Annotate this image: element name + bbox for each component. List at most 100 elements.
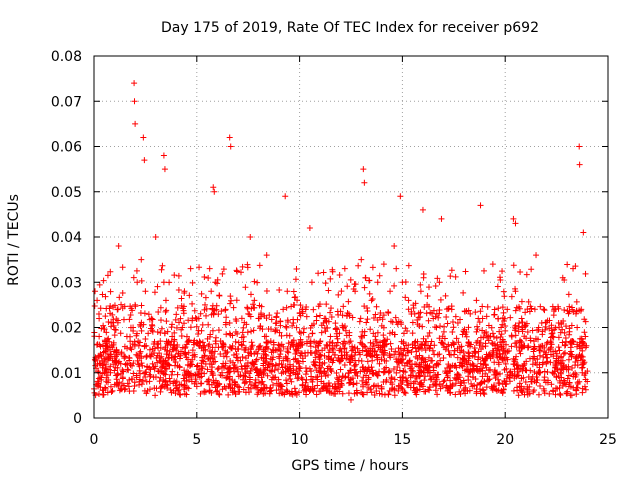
y-tick-label: 0.07	[51, 94, 82, 110]
data-point	[96, 360, 103, 367]
data-point	[464, 361, 471, 368]
data-point	[138, 381, 145, 388]
data-point	[240, 376, 247, 383]
data-point	[403, 342, 410, 349]
data-point	[142, 288, 149, 295]
data-point	[500, 288, 507, 295]
data-point	[248, 328, 255, 335]
data-point	[425, 317, 432, 324]
data-point	[455, 339, 462, 346]
data-point	[391, 351, 398, 358]
data-point	[285, 349, 292, 356]
data-point	[94, 378, 101, 385]
data-point	[576, 143, 583, 150]
data-point	[335, 311, 342, 318]
data-point	[559, 357, 566, 364]
data-point	[278, 361, 285, 368]
data-point	[505, 347, 512, 354]
data-point	[533, 252, 540, 259]
data-point	[383, 377, 390, 384]
data-point	[225, 391, 232, 398]
data-point	[226, 373, 233, 380]
data-point	[247, 291, 254, 298]
data-point	[249, 359, 256, 366]
data-point	[491, 367, 498, 374]
x-tick-label: 15	[393, 432, 411, 448]
data-point	[199, 321, 206, 328]
data-point	[94, 297, 101, 304]
data-point	[405, 306, 412, 313]
data-point	[337, 345, 344, 352]
data-point	[91, 389, 98, 396]
data-point	[317, 368, 324, 375]
data-point	[293, 266, 300, 273]
data-point	[327, 365, 334, 372]
data-point	[490, 384, 497, 391]
data-point	[527, 367, 534, 374]
data-point	[445, 305, 452, 312]
data-point	[276, 287, 283, 293]
data-point	[228, 297, 235, 304]
data-point	[234, 368, 241, 375]
data-point	[492, 375, 499, 382]
data-point	[549, 303, 556, 310]
data-point	[361, 284, 368, 291]
data-point	[102, 313, 109, 320]
data-point	[260, 381, 267, 388]
data-point	[251, 297, 258, 304]
data-point	[496, 350, 503, 357]
data-point	[332, 320, 339, 327]
data-point	[380, 369, 387, 376]
data-point	[333, 370, 340, 377]
data-point	[333, 333, 340, 340]
data-point	[346, 356, 353, 363]
data-point	[542, 326, 549, 333]
data-point	[255, 372, 262, 379]
data-point	[260, 355, 267, 362]
data-point	[570, 371, 577, 378]
data-point	[114, 317, 121, 324]
data-point	[308, 368, 315, 375]
data-point	[442, 292, 449, 299]
data-point	[189, 300, 196, 307]
data-point	[192, 376, 199, 383]
data-point	[410, 384, 417, 391]
data-point	[420, 274, 427, 281]
data-point	[472, 309, 479, 316]
data-point	[255, 379, 262, 386]
data-point	[582, 333, 589, 340]
data-point	[559, 365, 566, 372]
data-point	[264, 372, 271, 379]
data-point	[555, 334, 562, 341]
data-point	[510, 262, 517, 269]
data-point	[576, 342, 583, 349]
data-point	[326, 342, 333, 349]
data-point	[361, 368, 368, 375]
data-point	[284, 348, 291, 355]
data-point	[165, 355, 172, 362]
data-point	[441, 377, 448, 384]
data-point	[579, 389, 586, 396]
data-point	[151, 385, 158, 392]
data-point	[191, 380, 198, 387]
data-point	[357, 351, 364, 358]
data-point	[338, 288, 345, 295]
data-point	[519, 343, 526, 350]
data-point	[497, 339, 504, 346]
data-point	[133, 267, 140, 274]
data-point	[353, 380, 360, 387]
data-point	[512, 332, 519, 339]
data-point	[552, 348, 559, 355]
data-point	[460, 289, 467, 296]
data-point	[512, 220, 519, 227]
data-point	[370, 330, 377, 337]
data-point	[390, 365, 397, 372]
data-point	[316, 359, 323, 366]
data-point	[103, 340, 110, 347]
data-point	[550, 388, 557, 395]
data-point	[409, 330, 416, 337]
data-point	[501, 293, 508, 300]
data-point	[556, 347, 563, 354]
data-point	[362, 365, 369, 372]
data-point	[344, 283, 351, 290]
